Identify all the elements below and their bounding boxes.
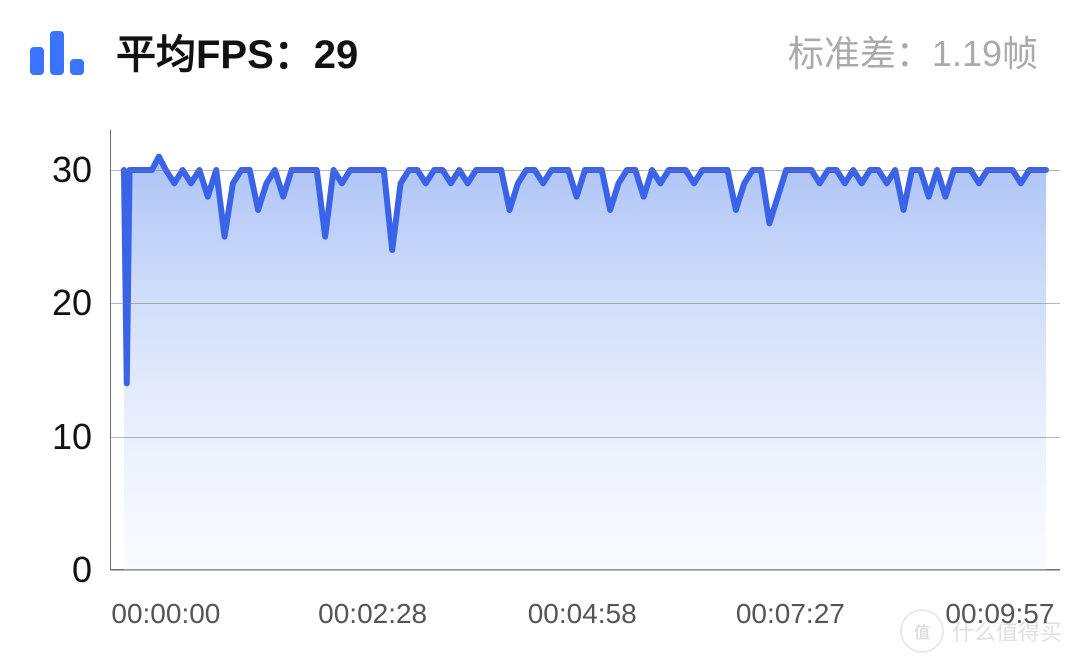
bars-icon — [28, 27, 88, 75]
x-tick-label: 00:07:27 — [736, 598, 845, 630]
y-tick-label: 30 — [12, 149, 92, 191]
gridline — [110, 170, 1060, 171]
gridline — [110, 437, 1060, 438]
watermark-icon: 值 — [900, 609, 944, 653]
watermark: 值 什么值得买 — [900, 609, 1062, 653]
header: 平均FPS：29 标准差：1.19帧 — [0, 0, 1080, 90]
plot-area — [110, 130, 1060, 570]
gridline — [110, 303, 1060, 304]
avg-fps-title: 平均FPS：29 — [116, 22, 358, 80]
header-left: 平均FPS：29 — [28, 22, 358, 80]
x-tick-label: 00:02:28 — [318, 598, 427, 630]
x-tick-label: 00:04:58 — [528, 598, 637, 630]
stddev-label: 标准差：1.19帧 — [788, 25, 1038, 77]
y-tick-label: 10 — [12, 416, 92, 458]
chart: 0 10 20 30 00:00:00 00:02:28 00:04:58 00:07:27… — [0, 130, 1060, 640]
fps-chart-card: 平均FPS：29 标准差：1.19帧 0 10 20 30 00:00:00 00:02… — [0, 0, 1080, 667]
watermark-label: 什么值得买 — [952, 615, 1062, 647]
fps-area-series — [110, 130, 1060, 570]
x-tick-label: 00:00:00 — [111, 598, 220, 630]
y-tick-label: 0 — [12, 549, 92, 591]
y-axis-ticks: 0102030 — [0, 130, 92, 570]
y-tick-label: 20 — [12, 282, 92, 324]
